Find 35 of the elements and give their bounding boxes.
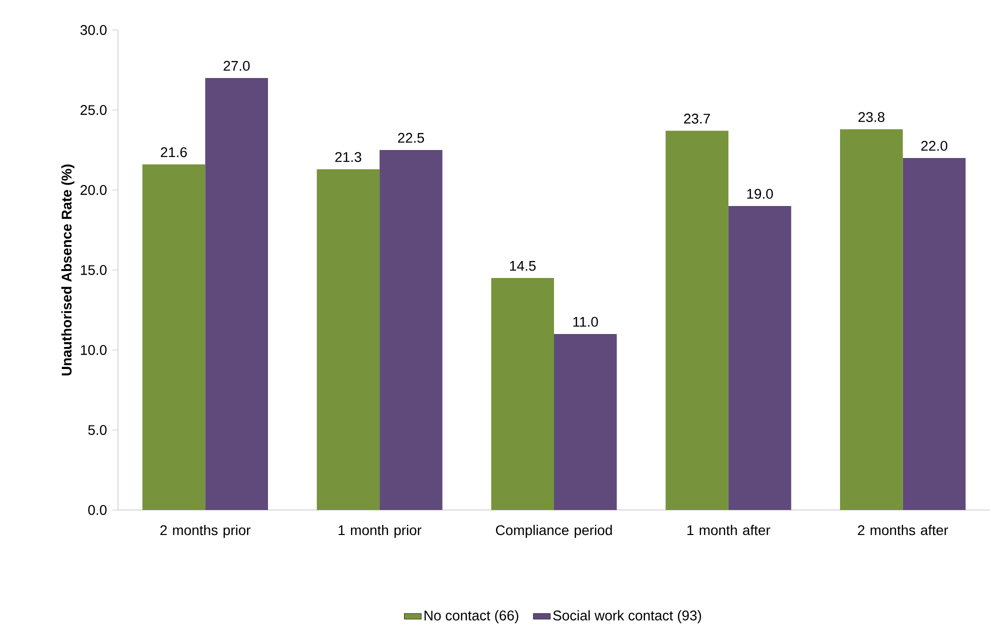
x-tick-label: 1 month after [687,524,770,536]
bar [902,158,966,510]
x-tick-label: Compliance period [496,524,612,538]
data-label: 23.8 [858,112,884,122]
data-label: 22.5 [398,132,424,143]
data-label: 21.3 [335,152,362,162]
legend-label: No contact (66) [424,610,518,624]
y-tick-label: 5.0 [88,425,107,435]
data-label: 21.6 [160,147,187,158]
data-label: 11.0 [573,316,598,327]
bar [728,206,792,510]
y-tick-label: 20.0 [80,185,107,195]
data-label: 27.0 [224,60,250,71]
bar [205,78,268,510]
y-tick-label: 15.0 [80,265,107,275]
legend-label: Social work contact (93) [553,610,702,624]
x-tick-label: 2 months prior [160,524,250,538]
bar [316,169,380,510]
data-label: 19.0 [747,188,773,199]
x-tick-label: 1 month prior [338,524,422,538]
y-tick-label: 0.0 [88,505,107,515]
x-tick-label: 2 months after [858,524,948,536]
bar [554,334,617,510]
bar [142,164,206,510]
data-label: 14.5 [510,261,536,271]
data-label: 23.7 [684,114,710,124]
bar [840,129,903,510]
bar [666,130,728,510]
bar [491,278,554,510]
y-tick-label: 25.0 [80,105,107,115]
y-tick-label: 10.0 [80,345,107,355]
y-tick-label: 30.0 [80,25,107,35]
bar [380,150,442,510]
y-axis-title: Unauthorised Absence Rate (%) [61,164,74,376]
data-label: 22.0 [921,140,948,151]
